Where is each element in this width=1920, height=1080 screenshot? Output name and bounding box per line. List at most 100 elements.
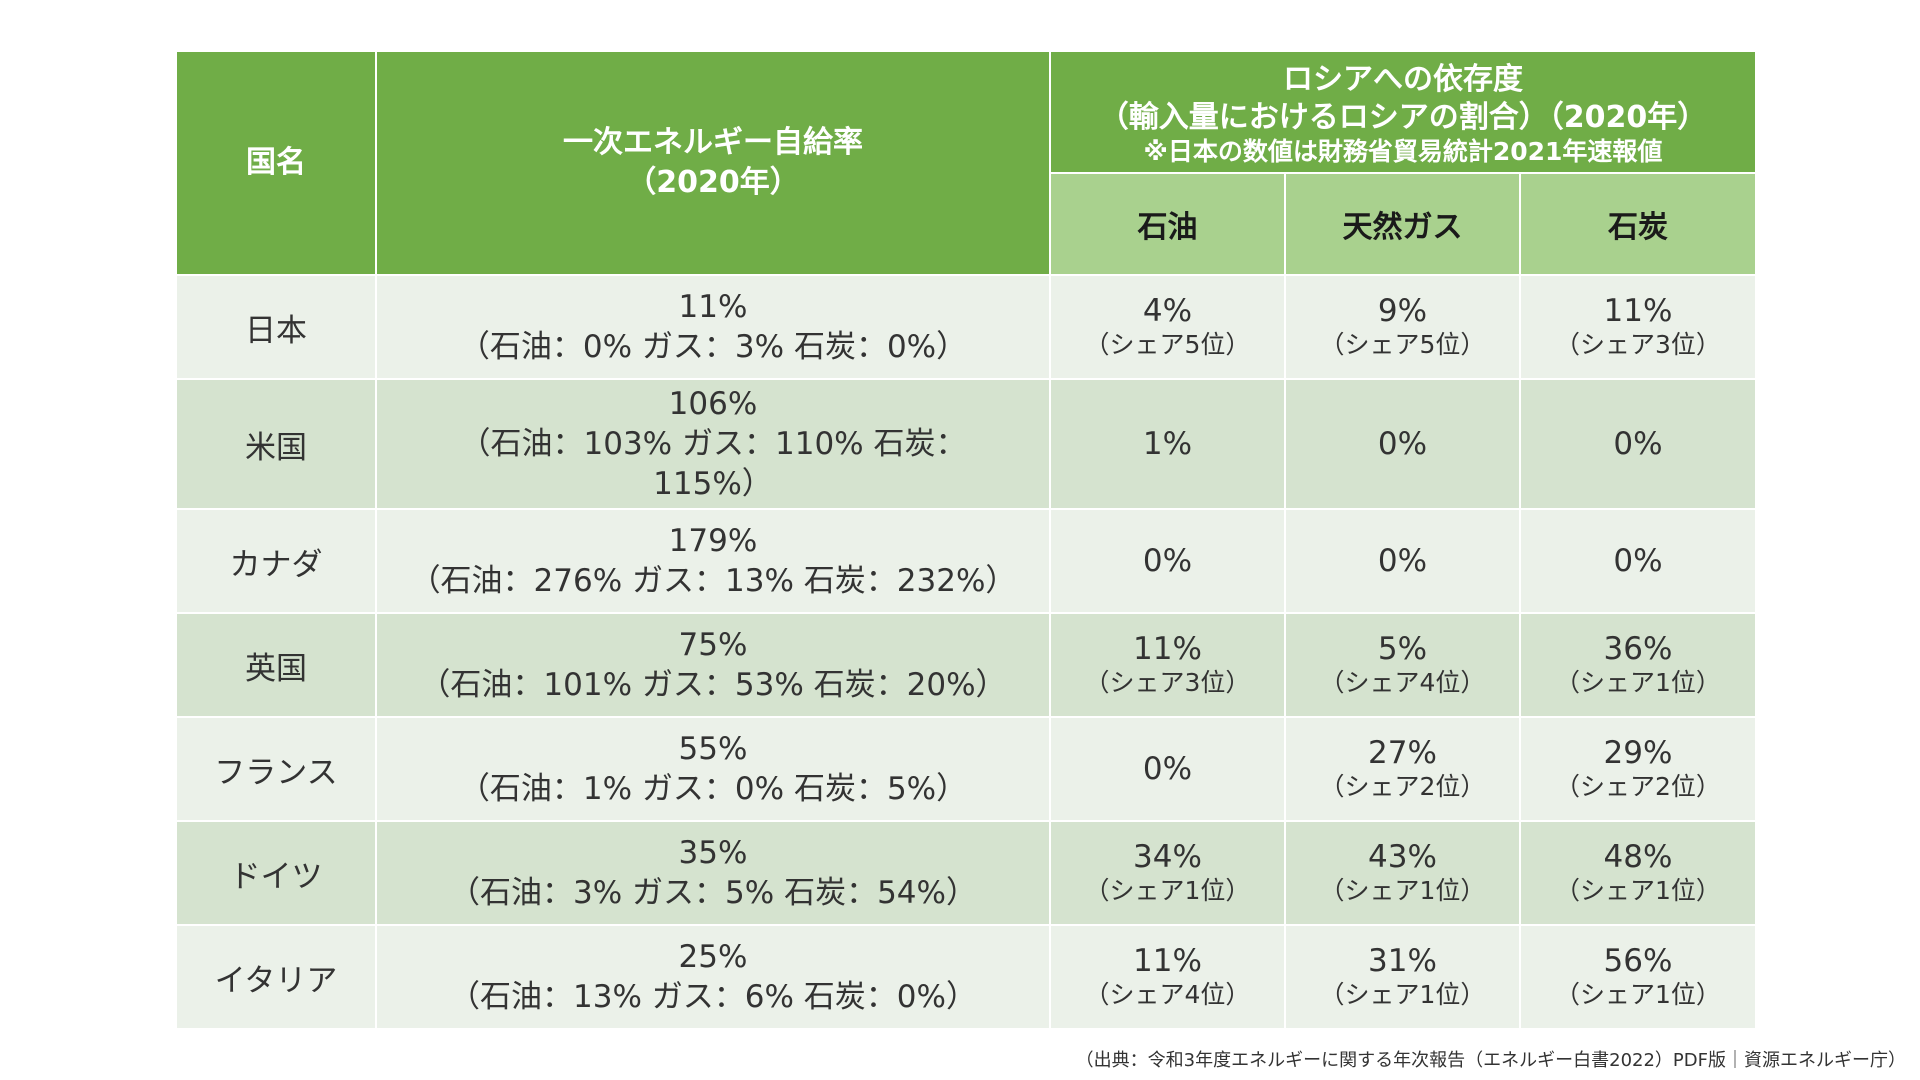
self-total: 75% [678,627,748,663]
cell-oil: 11% （シェア4位） [1049,924,1286,1030]
cell-self-sufficiency: 35% （石油：3% ガス：5% 石炭：54%） [375,820,1051,926]
gas-share: 27% [1368,735,1437,771]
gas-share: 9% [1377,293,1428,329]
header-russia-title: ロシアへの依存度 [1283,62,1523,97]
cell-self-sufficiency: 75% （石油：101% ガス：53% 石炭：20%） [375,612,1051,718]
cell-oil: 0% [1049,508,1286,614]
cell-country: 日本 [175,274,377,380]
gas-rank: （シェア1位） [1319,980,1486,1009]
gas-share: 43% [1368,839,1437,875]
cell-gas: 0% [1284,508,1521,614]
self-total: 179% [668,523,758,559]
coal-rank: （シェア2位） [1555,772,1721,801]
country-name: イタリア [214,962,338,999]
country-name: ドイツ [229,858,323,895]
coal-rank: （シェア3位） [1555,330,1721,359]
coal-share: 48% [1603,839,1673,875]
header-coal: 石炭 [1519,172,1757,276]
header-self-sufficiency-year: （2020年） [626,165,800,200]
self-detail: （石油：101% ガス：53% 石炭：20%） [419,667,1007,703]
gas-share: 0% [1377,543,1428,579]
self-detail: （石油：276% ガス：13% 石炭：232%） [409,563,1017,599]
self-total: 55% [678,731,748,767]
table-row: ドイツ 35% （石油：3% ガス：5% 石炭：54%） 34% （シェア1位） … [175,820,1757,926]
coal-share: 36% [1603,631,1673,667]
cell-self-sufficiency: 179% （石油：276% ガス：13% 石炭：232%） [375,508,1051,614]
coal-rank: （シェア1位） [1555,980,1721,1009]
cell-coal: 56% （シェア1位） [1519,924,1757,1030]
cell-oil: 34% （シェア1位） [1049,820,1286,926]
cell-gas: 0% [1284,378,1521,510]
country-name: カナダ [229,546,323,583]
cell-self-sufficiency: 106% （石油：103% ガス：110% 石炭：115%） [375,378,1051,510]
self-detail: （石油：0% ガス：3% 石炭：0%） [458,329,968,365]
header-oil-label: 石油 [1137,210,1198,245]
coal-share: 29% [1603,735,1673,771]
cell-coal: 36% （シェア1位） [1519,612,1757,718]
gas-share: 0% [1377,426,1428,462]
header-gas: 天然ガス [1284,172,1521,276]
table-row: フランス 55% （石油：1% ガス：0% 石炭：5%） 0% 27% （シェア2… [175,716,1757,822]
coal-share: 0% [1613,543,1663,579]
header-coal-label: 石炭 [1608,210,1668,245]
source-citation: （出典：令和3年度エネルギーに関する年次報告（エネルギー白書2022）PDF版｜… [1075,1050,1906,1071]
cell-country: フランス [175,716,377,822]
oil-share: 11% [1133,943,1202,979]
gas-rank: （シェア2位） [1319,772,1486,801]
oil-rank: （シェア4位） [1084,980,1251,1009]
country-name: 英国 [245,650,307,687]
cell-country: カナダ [175,508,377,614]
header-self-sufficiency-title: 一次エネルギー自給率 [563,125,863,160]
cell-oil: 0% [1049,716,1286,822]
cell-gas: 31% （シェア1位） [1284,924,1521,1030]
cell-coal: 11% （シェア3位） [1519,274,1757,380]
oil-rank: （シェア5位） [1084,330,1251,359]
header-self-sufficiency: 一次エネルギー自給率 （2020年） [375,50,1051,276]
self-detail: （石油：13% ガス：6% 石炭：0%） [449,979,977,1015]
gas-rank: （シェア1位） [1319,876,1486,905]
header-country-label: 国名 [246,145,306,180]
cell-gas: 5% （シェア4位） [1284,612,1521,718]
self-total: 35% [678,835,748,871]
country-name: 日本 [245,312,307,349]
table-row: 日本 11% （石油：0% ガス：3% 石炭：0%） 4% （シェア5位） 9% （… [175,274,1757,380]
self-total: 11% [678,289,748,325]
header-russia-subtitle: （輸入量におけるロシアの割合）（2020年） [1098,100,1708,135]
cell-country: 米国 [175,378,377,510]
header-russia-dependence: ロシアへの依存度 （輸入量におけるロシアの割合）（2020年） ※日本の数値は財… [1049,50,1757,174]
oil-share: 34% [1133,839,1202,875]
table-row: カナダ 179% （石油：276% ガス：13% 石炭：232%） 0% 0% … [175,508,1757,614]
cell-self-sufficiency: 25% （石油：13% ガス：6% 石炭：0%） [375,924,1051,1030]
header-russia-note: ※日本の数値は財務省貿易統計2021年速報値 [1143,137,1663,166]
cell-self-sufficiency: 55% （石油：1% ガス：0% 石炭：5%） [375,716,1051,822]
cell-self-sufficiency: 11% （石油：0% ガス：3% 石炭：0%） [375,274,1051,380]
coal-share: 56% [1603,943,1673,979]
cell-coal: 0% [1519,378,1757,510]
cell-oil: 11% （シェア3位） [1049,612,1286,718]
oil-share: 0% [1142,751,1193,787]
coal-share: 11% [1603,293,1673,329]
cell-country: 英国 [175,612,377,718]
coal-rank: （シェア1位） [1555,876,1721,905]
gas-share: 5% [1377,631,1428,667]
cell-coal: 48% （シェア1位） [1519,820,1757,926]
cell-coal: 0% [1519,508,1757,614]
gas-share: 31% [1368,943,1437,979]
table-row: 英国 75% （石油：101% ガス：53% 石炭：20%） 11% （シェア3位… [175,612,1757,718]
self-detail: （石油：3% ガス：5% 石炭：54%） [449,875,977,911]
cell-country: イタリア [175,924,377,1030]
country-name: フランス [214,754,338,791]
self-detail: （石油：103% ガス：110% 石炭：115%） [459,426,967,502]
oil-share: 1% [1142,426,1193,462]
oil-share: 4% [1142,293,1193,329]
oil-share: 0% [1142,543,1193,579]
cell-gas: 27% （シェア2位） [1284,716,1521,822]
self-detail: （石油：1% ガス：0% 石炭：5%） [458,771,968,807]
coal-rank: （シェア1位） [1555,668,1721,697]
oil-rank: （シェア1位） [1084,876,1251,905]
oil-rank: （シェア3位） [1084,668,1251,697]
cell-gas: 43% （シェア1位） [1284,820,1521,926]
cell-oil: 1% [1049,378,1286,510]
cell-oil: 4% （シェア5位） [1049,274,1286,380]
self-total: 106% [668,386,758,422]
